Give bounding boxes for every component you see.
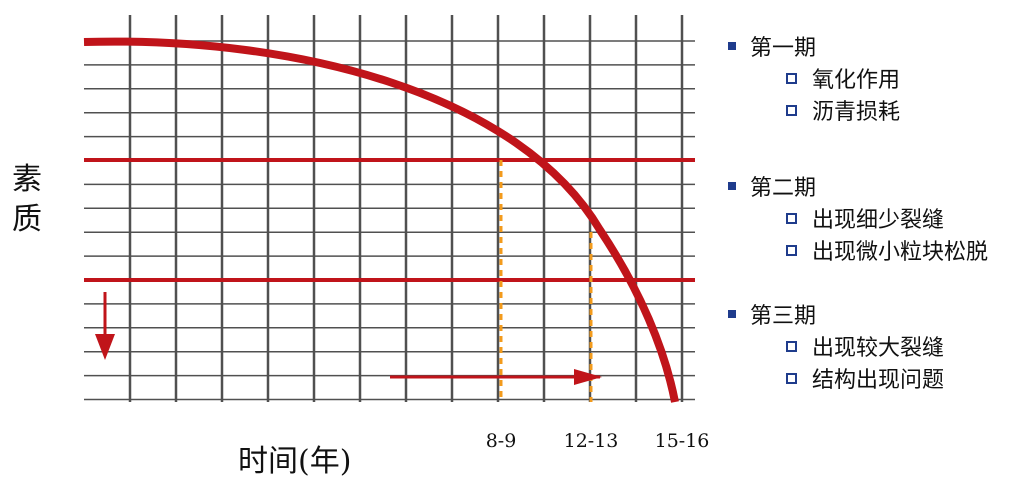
right-arrow-icon	[390, 369, 602, 385]
grid-lines	[84, 15, 695, 402]
bullet-outline-icon	[786, 340, 797, 352]
phase-three: 第三期 出现较大裂缝 结构出现问题	[728, 298, 944, 394]
tick-label-12-13: 12-13	[563, 430, 619, 452]
phase-item: 出现微小粒块松脱	[812, 240, 989, 265]
phase-title: 第二期	[750, 176, 817, 201]
bullet-outline-icon	[786, 72, 797, 84]
phase-item: 出现较大裂缝	[812, 336, 945, 361]
phase-two: 第二期 出现细少裂缝 出现微小粒块松脱	[728, 170, 988, 266]
x-axis-label: 时间(年)	[238, 444, 352, 479]
phase-item: 出现细少裂缝	[812, 208, 945, 233]
phase-item: 氧化作用	[812, 68, 901, 93]
bullet-outline-icon	[786, 212, 797, 224]
phase-title: 第一期	[750, 36, 817, 61]
bullet-square-icon	[728, 42, 736, 50]
tick-label-15-16: 15-16	[654, 430, 710, 452]
phase-one: 第一期 氧化作用 沥青损耗	[728, 30, 900, 126]
phase-title: 第三期	[750, 304, 817, 329]
bullet-outline-icon	[786, 372, 797, 384]
deterioration-diagram	[83, 15, 695, 403]
down-arrow-icon	[95, 292, 115, 360]
bullet-square-icon	[728, 182, 736, 190]
phase-item: 沥青损耗	[812, 100, 901, 125]
y-axis-label: 素质	[12, 162, 42, 237]
quality-curve	[83, 37, 679, 403]
bullet-outline-icon	[786, 244, 797, 256]
tick-label-8-9: 8-9	[485, 430, 517, 452]
bullet-outline-icon	[786, 104, 797, 116]
phase-item: 结构出现问题	[812, 368, 945, 393]
bullet-square-icon	[728, 310, 736, 318]
